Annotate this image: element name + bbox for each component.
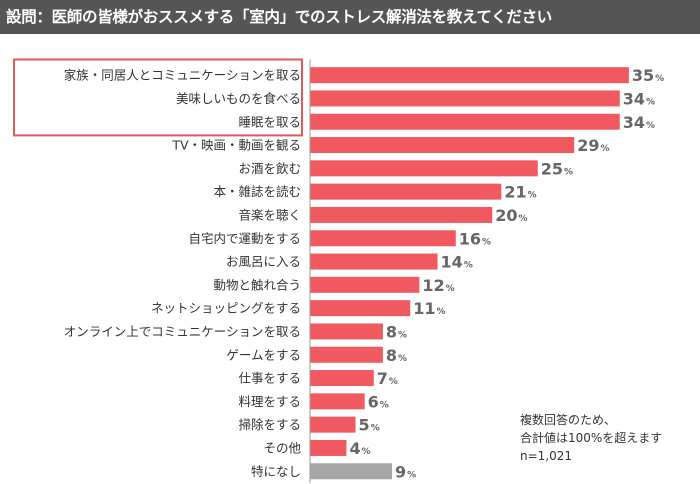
value-label: 21% [504, 183, 536, 202]
value-unit: % [398, 354, 407, 364]
highlight-box [13, 58, 303, 137]
value-label: 12% [422, 276, 454, 295]
category-label: オンライン上でコミュニケーションを取る [64, 324, 301, 339]
chart-title: 設問：医師の皆様がおススメする「室内」でのストレス解消法を教えてください [0, 0, 700, 34]
value-number: 4 [349, 439, 360, 458]
value-label: 25% [541, 159, 573, 178]
value-unit: % [398, 330, 407, 340]
value-number: 16 [459, 229, 481, 248]
value-unit: % [380, 400, 389, 410]
category-label: ゲームをする [226, 347, 301, 362]
value-label: 16% [459, 229, 491, 248]
category-label: お風呂に入る [226, 254, 301, 269]
category-label: 睡眠を取る [238, 114, 301, 129]
value-unit: % [564, 167, 573, 177]
value-unit: % [518, 214, 527, 224]
value-number: 34 [623, 113, 645, 132]
bar [310, 90, 620, 107]
value-unit: % [646, 97, 655, 107]
value-number: 20 [495, 206, 517, 225]
bar [310, 416, 356, 433]
value-label: 7% [377, 369, 398, 388]
value-number: 25 [541, 159, 563, 178]
category-label: 自宅内で運動をする [188, 231, 301, 246]
value-label: 5% [359, 416, 380, 435]
value-label: 6% [368, 392, 389, 411]
value-number: 21 [504, 183, 526, 202]
value-label: 11% [413, 299, 445, 318]
value-unit: % [446, 284, 455, 294]
value-unit: % [436, 307, 445, 317]
category-label: 音楽を聴く [238, 207, 301, 222]
value-label: 34% [623, 89, 655, 108]
bar [310, 160, 538, 177]
value-unit: % [600, 144, 609, 154]
category-label: 本・雑誌を読む [213, 184, 301, 199]
value-number: 12 [422, 276, 444, 295]
value-label: 9% [395, 462, 416, 481]
category-label: その他 [263, 440, 301, 455]
value-number: 35 [632, 66, 654, 85]
bar [310, 463, 392, 480]
value-unit: % [482, 237, 491, 247]
bar [310, 137, 575, 154]
footnote-line-1: 複数回答のため、 [520, 413, 617, 427]
category-label: 料理をする [238, 394, 301, 409]
value-unit: % [362, 447, 371, 457]
bar [310, 370, 374, 387]
category-label: 家族・同居人とコミュニケーションを取る [64, 68, 301, 83]
bar [310, 67, 629, 84]
value-number: 11 [413, 299, 435, 318]
value-number: 34 [623, 89, 645, 108]
value-number: 14 [441, 253, 463, 272]
category-label: 美味しいものを食べる [176, 91, 301, 106]
value-number: 8 [386, 346, 397, 365]
bar [310, 206, 493, 223]
footnote-line-3: n=1,021 [520, 449, 573, 463]
category-label: 掃除をする [238, 417, 301, 432]
bar [310, 113, 620, 130]
category-label: 特になし [251, 464, 301, 479]
value-number: 5 [359, 416, 370, 435]
bar [310, 183, 502, 200]
bar [310, 393, 365, 410]
value-label: 4% [349, 439, 370, 458]
value-number: 7 [377, 369, 388, 388]
bar [310, 230, 456, 247]
footnote-line-2: 合計値は100%を超えます [520, 431, 663, 445]
value-label: 29% [577, 136, 609, 155]
category-label: お酒を飲む [238, 161, 301, 176]
category-label: 動物と触れ合う [213, 277, 301, 292]
value-unit: % [389, 377, 398, 387]
category-label: ネットショッピングをする [151, 301, 301, 316]
value-unit: % [407, 470, 416, 480]
value-unit: % [528, 191, 537, 201]
bar [310, 276, 420, 293]
value-label: 20% [495, 206, 527, 225]
value-label: 34% [623, 113, 655, 132]
bar [310, 346, 383, 363]
value-number: 8 [386, 322, 397, 341]
value-number: 9 [395, 462, 406, 481]
bar [310, 253, 438, 270]
category-label: 仕事をする [238, 371, 301, 386]
value-unit: % [655, 74, 664, 84]
value-unit: % [646, 121, 655, 131]
bar [310, 300, 411, 317]
bar [310, 439, 347, 456]
value-number: 6 [368, 392, 379, 411]
category-label: TV・映画・動画を観る [171, 138, 301, 153]
bar [310, 323, 383, 340]
value-label: 8% [386, 322, 407, 341]
value-label: 8% [386, 346, 407, 365]
value-number: 29 [577, 136, 599, 155]
value-label: 14% [441, 253, 473, 272]
value-unit: % [371, 424, 380, 434]
value-label: 35% [632, 66, 664, 85]
footnote: 複数回答のため、 合計値は100%を超えます n=1,021 [520, 411, 662, 465]
value-unit: % [464, 261, 473, 271]
